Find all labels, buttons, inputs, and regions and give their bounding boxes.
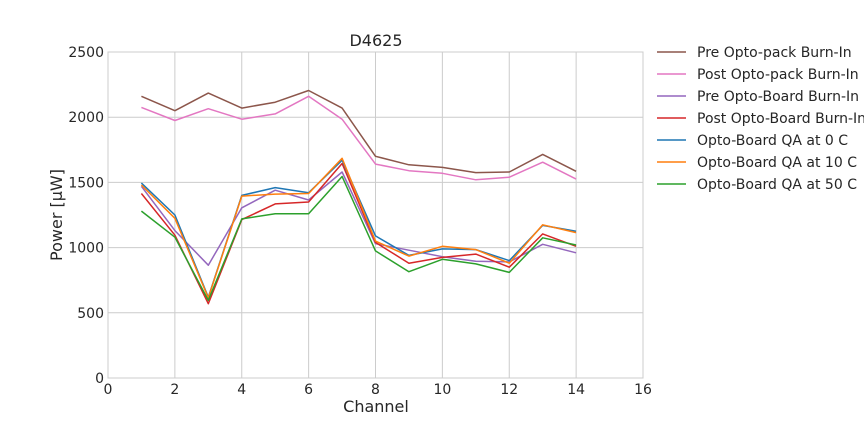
y-tick-label: 2000	[68, 110, 104, 126]
y-axis-ticks: 0 500 1000 1500 2000 2500	[68, 45, 104, 387]
series-line-2	[141, 95, 577, 181]
x-tick-label: 2	[170, 382, 179, 398]
series-line-6	[140, 157, 577, 299]
legend-label-7: Opto-Board QA at 50 C	[697, 177, 857, 193]
chart-title: D4625	[349, 31, 402, 50]
x-tick-label: 16	[634, 382, 652, 398]
y-tick-label: 1000	[68, 241, 104, 257]
legend-label-5: Opto-Board QA at 0 C	[697, 133, 848, 149]
plot-area-frame	[107, 51, 644, 379]
series-line-4	[140, 162, 577, 305]
y-tick-label: 0	[95, 371, 104, 387]
x-axis-label: Channel	[343, 397, 409, 416]
x-tick-label: 14	[567, 382, 585, 398]
y-tick-label: 1500	[68, 175, 104, 191]
x-tick-label: 8	[371, 382, 380, 398]
x-tick-label: 10	[433, 382, 451, 398]
legend-label-1: Pre Opto-pack Burn-In	[697, 45, 852, 61]
legend-label-4: Post Opto-Board Burn-In	[697, 111, 864, 127]
x-axis-ticks: 0 2 4 6 8 10 12 14 16	[104, 382, 652, 398]
x-tick-label: 6	[304, 382, 313, 398]
y-axis-label: Power [μW]	[47, 169, 66, 261]
series-line-7	[140, 175, 577, 302]
legend-label-6: Opto-Board QA at 10 C	[697, 155, 857, 171]
series-layer	[140, 89, 577, 305]
series-line-3	[140, 171, 577, 266]
series-line-1	[141, 89, 577, 174]
y-tick-label: 2500	[68, 45, 104, 61]
x-tick-label: 12	[500, 382, 518, 398]
x-tick-label: 4	[237, 382, 246, 398]
legend-label-3: Pre Opto-Board Burn-In	[697, 89, 859, 105]
legend: Pre Opto-pack Burn-In Post Opto-pack Burn…	[657, 45, 864, 193]
legend-label-2: Post Opto-pack Burn-In	[697, 67, 859, 83]
x-tick-label: 0	[104, 382, 113, 398]
y-tick-label: 500	[77, 306, 104, 322]
